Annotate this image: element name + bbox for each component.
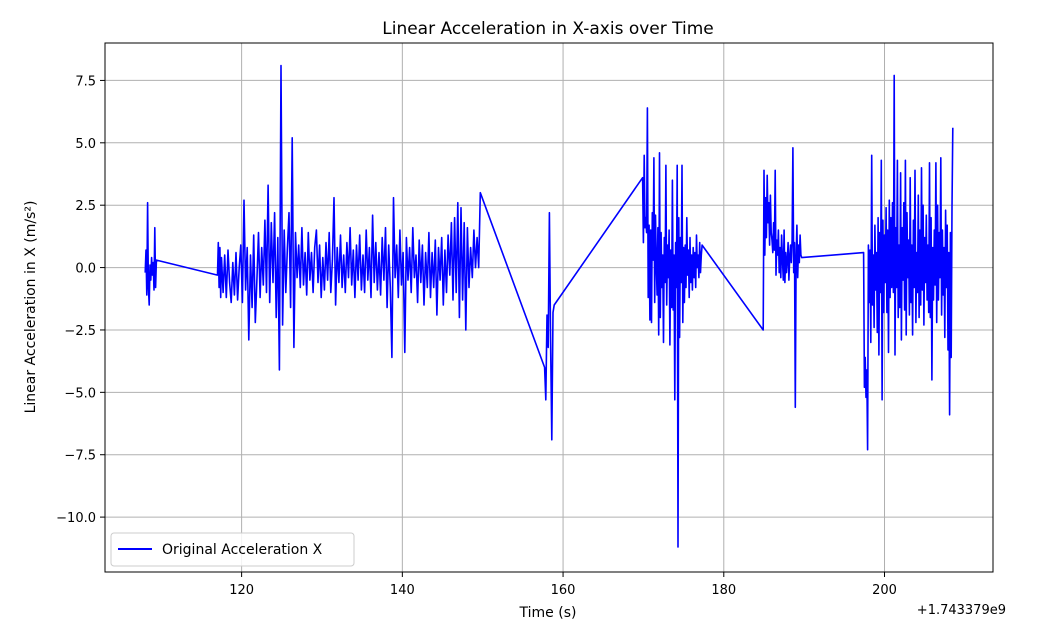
plot-frame xyxy=(104,42,994,573)
x-tick-label: 180 xyxy=(711,583,736,598)
x-axis-offset-label: +1.743379e9 xyxy=(917,603,1006,618)
x-axis-title: Time (s) xyxy=(519,605,577,621)
y-tick-label: 5.0 xyxy=(75,137,96,152)
y-tick-label: −7.5 xyxy=(64,449,96,464)
y-tick-label: 2.5 xyxy=(75,199,96,214)
y-tick-label: 0.0 xyxy=(75,262,96,277)
legend-box xyxy=(110,532,355,567)
legend-label: Original Acceleration X xyxy=(162,542,323,558)
y-tick-label: −10.0 xyxy=(56,511,96,526)
x-tick-label: 200 xyxy=(872,583,897,598)
x-tick-label: 160 xyxy=(551,583,576,598)
series-line xyxy=(144,64,954,548)
y-tick-label: 7.5 xyxy=(75,74,96,89)
y-axis-title: Linear Acceleration in X (m/s²) xyxy=(23,201,39,414)
axis-ticks: 120 140 160 180 200 7.5 5.0 2.5 0.0 −2.5 −5.0 −7.5 −… xyxy=(56,74,897,598)
chart-title: Linear Acceleration in X-axis over Time xyxy=(382,19,714,39)
x-tick-label: 140 xyxy=(390,583,415,598)
y-tick-label: −5.0 xyxy=(64,386,96,401)
y-tick-label: −2.5 xyxy=(64,324,96,339)
legend: Original Acceleration X xyxy=(110,532,355,567)
x-tick-label: 120 xyxy=(229,583,254,598)
series-layer xyxy=(144,64,954,548)
